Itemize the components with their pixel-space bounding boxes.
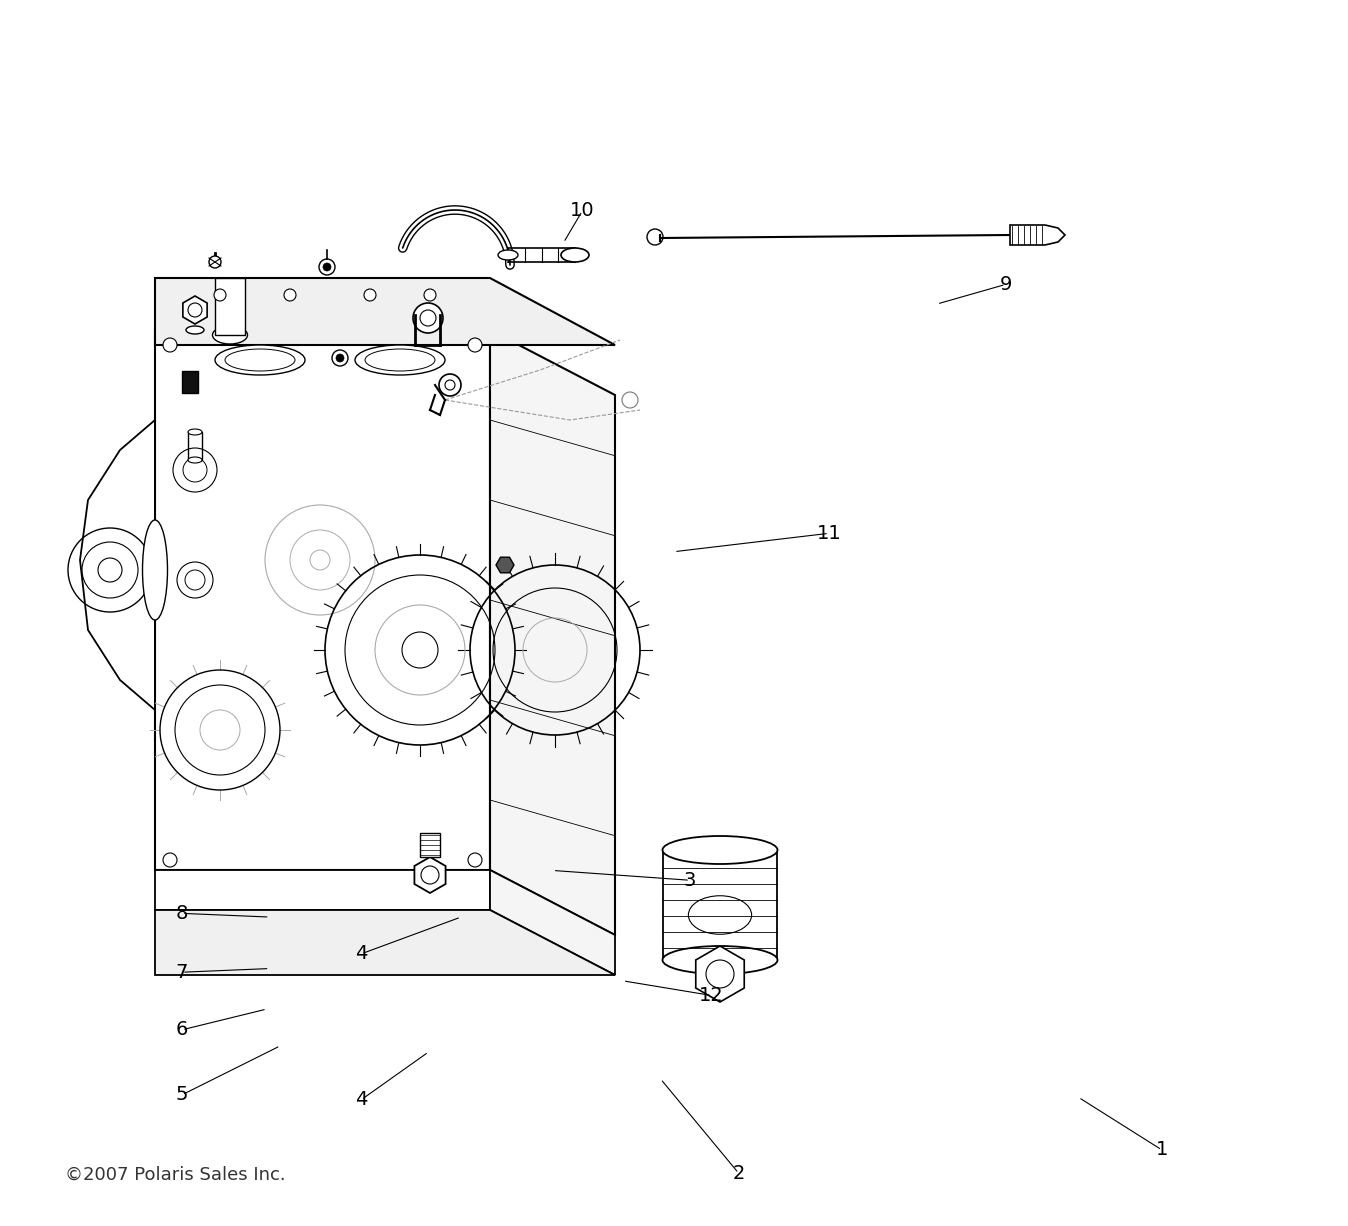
Circle shape: [319, 259, 336, 275]
Text: 12: 12: [700, 986, 724, 1005]
Circle shape: [163, 338, 177, 352]
Text: 4: 4: [355, 1090, 368, 1110]
Ellipse shape: [187, 429, 202, 435]
Circle shape: [468, 338, 483, 352]
Polygon shape: [155, 910, 615, 975]
Text: 8: 8: [175, 904, 189, 923]
Text: 4: 4: [355, 944, 368, 964]
Text: 2: 2: [732, 1163, 745, 1183]
Polygon shape: [1010, 226, 1065, 245]
Text: ©2007 Polaris Sales Inc.: ©2007 Polaris Sales Inc.: [65, 1166, 286, 1184]
Text: 3: 3: [683, 870, 697, 890]
Polygon shape: [491, 870, 615, 975]
FancyBboxPatch shape: [182, 371, 198, 394]
Text: 11: 11: [817, 524, 841, 543]
Circle shape: [332, 349, 348, 367]
Circle shape: [336, 354, 344, 362]
Ellipse shape: [355, 345, 445, 375]
Ellipse shape: [497, 250, 518, 260]
Text: 7: 7: [175, 962, 189, 982]
Polygon shape: [155, 870, 491, 910]
Polygon shape: [214, 278, 245, 335]
Polygon shape: [155, 278, 615, 345]
Circle shape: [163, 853, 177, 867]
Circle shape: [468, 853, 483, 867]
Polygon shape: [155, 330, 491, 870]
Circle shape: [439, 374, 461, 396]
Ellipse shape: [662, 836, 778, 864]
Ellipse shape: [186, 326, 204, 333]
Circle shape: [324, 264, 332, 271]
Text: 10: 10: [570, 201, 594, 221]
Text: 6: 6: [175, 1020, 189, 1040]
Circle shape: [364, 289, 376, 302]
Polygon shape: [421, 832, 439, 857]
Ellipse shape: [214, 345, 305, 375]
Circle shape: [412, 303, 443, 333]
Polygon shape: [414, 857, 446, 893]
Ellipse shape: [662, 946, 778, 973]
Polygon shape: [696, 946, 744, 1002]
Ellipse shape: [187, 457, 202, 463]
Ellipse shape: [561, 248, 589, 262]
Text: 9: 9: [999, 275, 1012, 294]
Polygon shape: [183, 295, 208, 324]
Circle shape: [284, 289, 297, 302]
Polygon shape: [80, 421, 155, 710]
Text: 5: 5: [175, 1085, 189, 1105]
Circle shape: [214, 289, 226, 302]
Circle shape: [209, 256, 221, 268]
Text: 1: 1: [1155, 1140, 1169, 1160]
Ellipse shape: [213, 326, 248, 345]
Circle shape: [425, 289, 435, 302]
Polygon shape: [496, 557, 514, 573]
Polygon shape: [663, 850, 776, 960]
Ellipse shape: [143, 520, 167, 620]
Polygon shape: [491, 330, 615, 935]
